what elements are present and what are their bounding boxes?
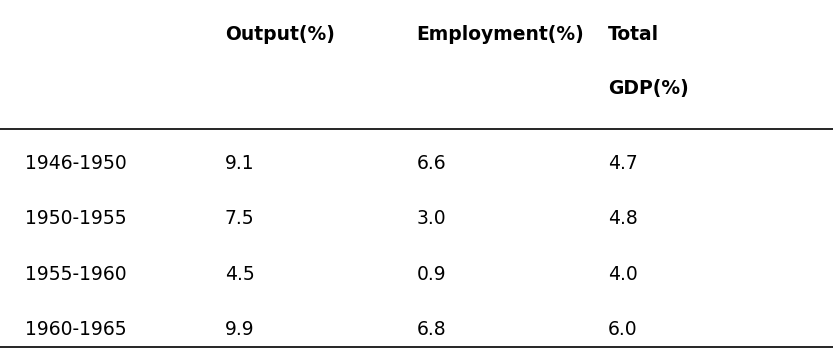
Text: 1946-1950: 1946-1950: [25, 154, 127, 173]
Text: Employment(%): Employment(%): [416, 25, 584, 44]
Text: 9.1: 9.1: [225, 154, 255, 173]
Text: 0.9: 0.9: [416, 265, 446, 284]
Text: 6.6: 6.6: [416, 154, 446, 173]
Text: 4.5: 4.5: [225, 265, 255, 284]
Text: 4.7: 4.7: [608, 154, 638, 173]
Text: 4.0: 4.0: [608, 265, 638, 284]
Text: 9.9: 9.9: [225, 320, 255, 339]
Text: Output(%): Output(%): [225, 25, 335, 44]
Text: 4.8: 4.8: [608, 209, 638, 228]
Text: 7.5: 7.5: [225, 209, 255, 228]
Text: 3.0: 3.0: [416, 209, 446, 228]
Text: GDP(%): GDP(%): [608, 79, 689, 98]
Text: 1950-1955: 1950-1955: [25, 209, 127, 228]
Text: 1955-1960: 1955-1960: [25, 265, 127, 284]
Text: 6.8: 6.8: [416, 320, 446, 339]
Text: 6.0: 6.0: [608, 320, 638, 339]
Text: Total: Total: [608, 25, 659, 44]
Text: 1960-1965: 1960-1965: [25, 320, 127, 339]
